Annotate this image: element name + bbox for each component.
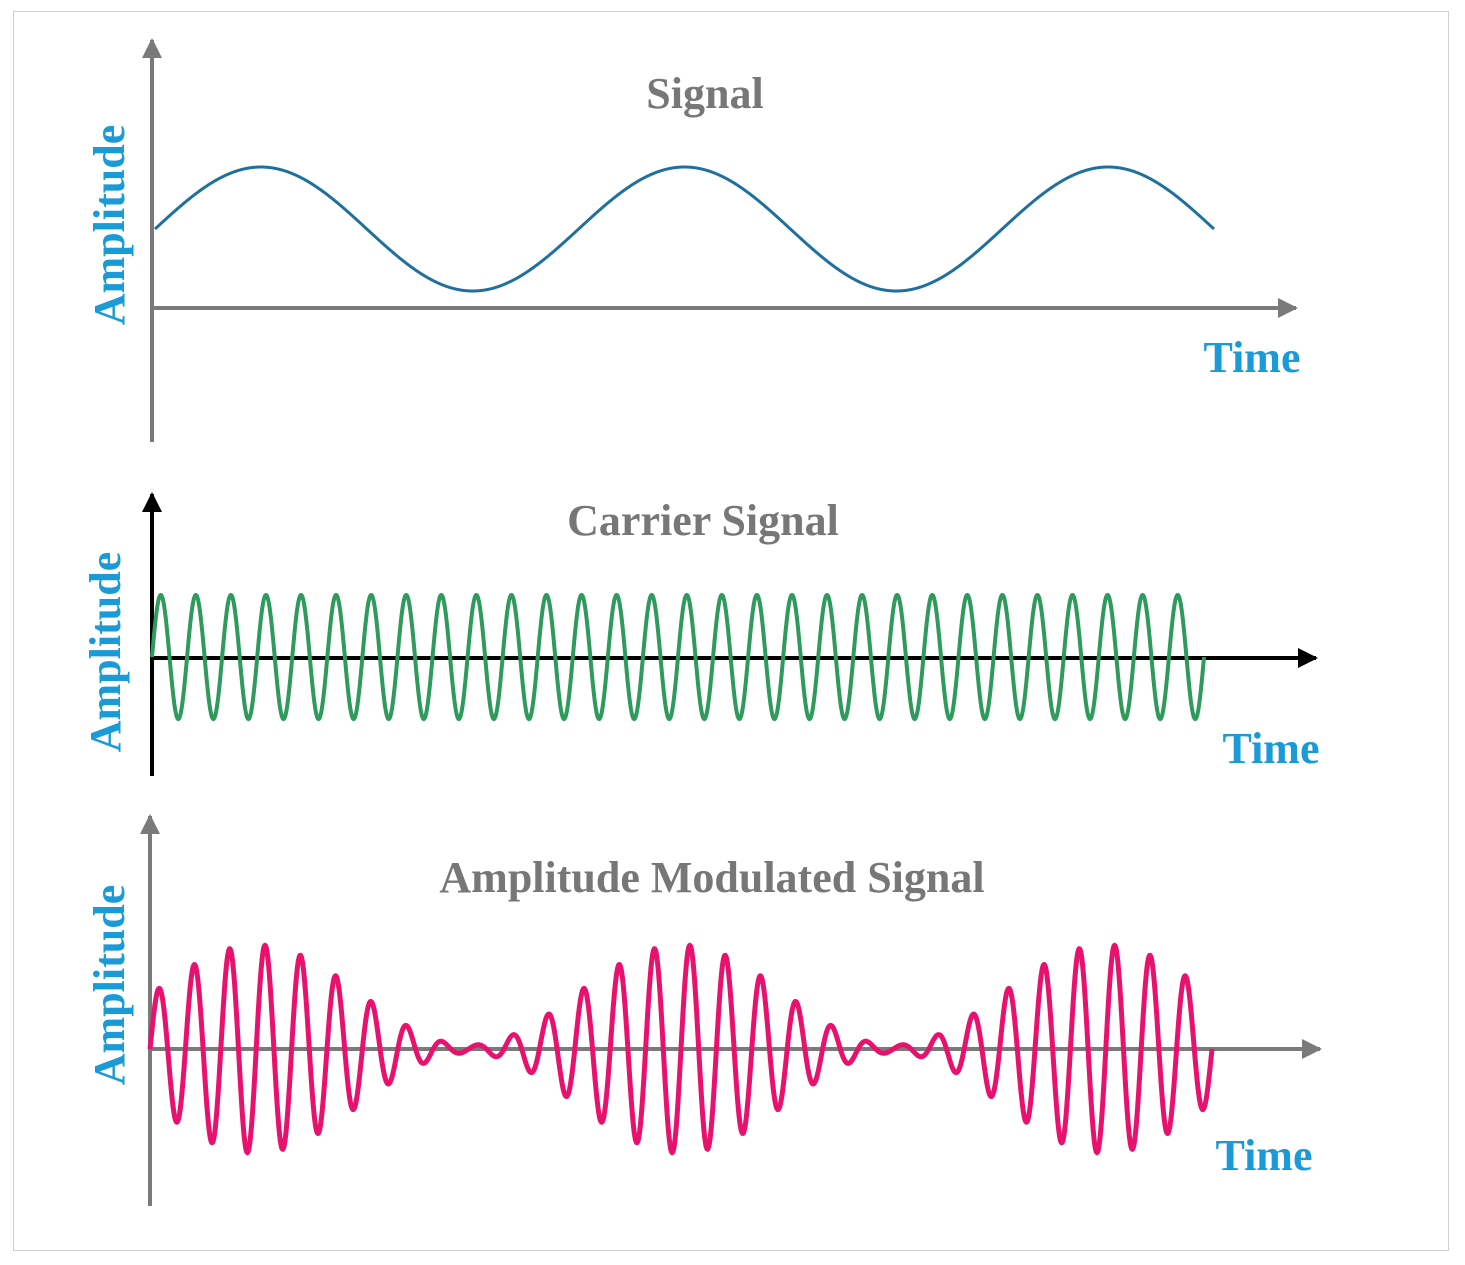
am-panel: Amplitude Modulated Signal Amplitude Tim… — [85, 814, 1322, 1206]
carrier-title: Carrier Signal — [567, 496, 839, 545]
signal-x-axis-label: Time — [1204, 333, 1301, 382]
signal-y-axis-label: Amplitude — [85, 125, 134, 325]
signal-wave — [153, 165, 1216, 293]
am-wave — [147, 942, 1215, 1156]
carrier-wave — [150, 592, 1206, 722]
am-title: Amplitude Modulated Signal — [439, 853, 984, 902]
diagram-frame — [13, 11, 1449, 1251]
am-y-axis-label: Amplitude — [85, 885, 134, 1085]
signal-title: Signal — [646, 69, 763, 118]
carrier-x-axis-label: Time — [1223, 724, 1320, 773]
signal-panel: Signal Amplitude Time — [85, 38, 1301, 442]
carrier-panel: Carrier Signal Amplitude Time — [81, 492, 1320, 776]
carrier-y-axis-label: Amplitude — [81, 552, 130, 752]
am-x-axis-label: Time — [1216, 1131, 1313, 1180]
